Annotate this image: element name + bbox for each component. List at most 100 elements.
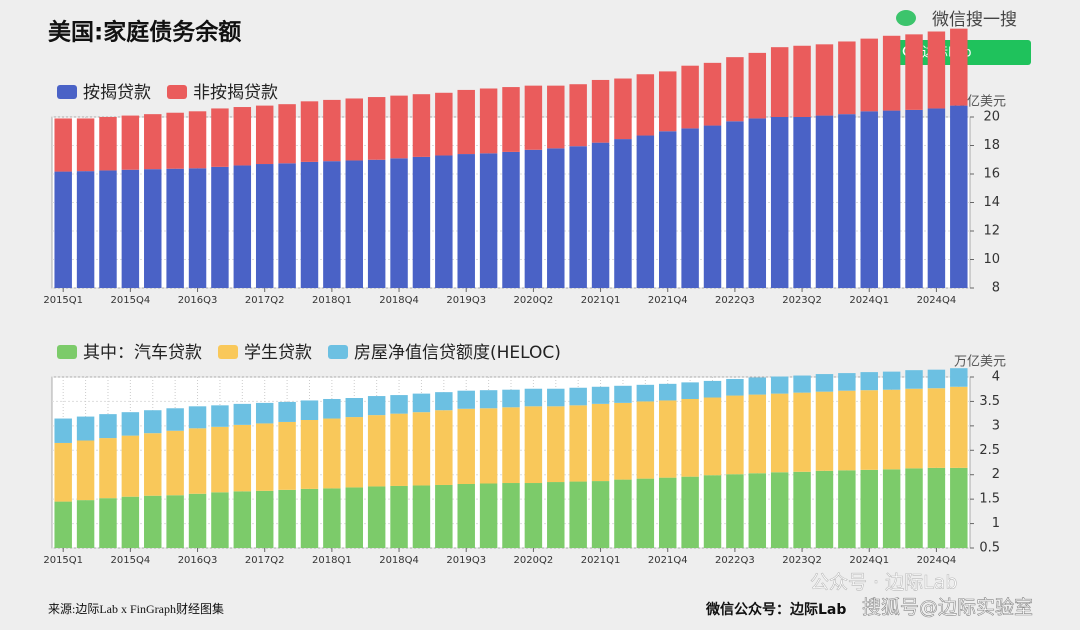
bar-segment xyxy=(658,400,677,478)
bar-segment xyxy=(457,89,475,155)
bar-segment xyxy=(838,470,856,548)
bar-segment xyxy=(726,474,744,548)
bar-segment xyxy=(367,486,386,548)
bar-segment xyxy=(323,418,341,489)
x-tick-label: 2015Q4 xyxy=(111,295,151,306)
bar-segment xyxy=(278,163,296,288)
bar-segment xyxy=(793,392,811,472)
bar-segment xyxy=(524,149,543,288)
bar-segment xyxy=(502,389,520,408)
bar-segment xyxy=(323,99,341,162)
bar-segment xyxy=(748,473,767,548)
source: 来源:边际Lab x FinGraph财经图集 xyxy=(48,601,224,616)
bar-segment xyxy=(502,483,520,548)
x-tick-label: 2023Q2 xyxy=(782,555,822,566)
bar-segment xyxy=(882,110,901,289)
title: 美国:家庭债务余额 xyxy=(48,19,241,46)
bar-segment xyxy=(524,483,543,548)
bar-segment xyxy=(300,400,319,420)
bar-segment xyxy=(950,105,968,288)
x-tick-label: 2016Q3 xyxy=(178,295,218,306)
y-tick-label: 0.5 xyxy=(979,541,1000,556)
bar-segment xyxy=(927,31,946,109)
x-tick-label: 2023Q2 xyxy=(782,295,822,306)
bar-segment xyxy=(255,164,274,288)
wechat-account: 微信公众号：边际Lab xyxy=(705,601,846,618)
bar-segment xyxy=(479,408,498,484)
bar-segment xyxy=(278,401,296,422)
bar-segment xyxy=(636,478,655,548)
bar-segment xyxy=(793,117,811,288)
bar-segment xyxy=(882,35,901,111)
bar-segment xyxy=(255,105,274,165)
bar-segment xyxy=(166,112,184,169)
bar-segment xyxy=(726,57,744,122)
x-tick-label: 2022Q3 xyxy=(715,295,755,306)
bar-segment xyxy=(614,385,632,403)
bar-segment xyxy=(76,118,95,172)
bar-segment xyxy=(838,114,856,289)
legend-swatch xyxy=(57,85,77,99)
bar-segment xyxy=(950,386,968,468)
bar-segment xyxy=(76,440,95,501)
bar-segment xyxy=(188,428,207,494)
y-tick-label: 3 xyxy=(992,418,1000,433)
y-tick-label: 20 xyxy=(983,110,1000,125)
bar-segment xyxy=(703,397,722,476)
bar-segment xyxy=(591,386,610,404)
bar-segment xyxy=(278,421,296,490)
bar-segment xyxy=(144,169,162,288)
bar-segment xyxy=(479,153,498,288)
bar-segment xyxy=(905,34,923,110)
bar-segment xyxy=(770,117,789,288)
x-tick-label: 2015Q1 xyxy=(43,555,83,566)
bar-segment xyxy=(658,71,677,132)
bar-segment xyxy=(255,490,274,548)
bar-segment xyxy=(188,168,207,288)
bar-segment xyxy=(479,88,498,154)
bar-segment xyxy=(860,111,878,288)
bar-segment xyxy=(435,410,453,485)
bar-segment xyxy=(815,374,834,392)
legend-label: 其中：汽车贷款 xyxy=(83,343,202,363)
y-tick-label: 12 xyxy=(983,224,1000,239)
x-tick-label: 2021Q4 xyxy=(648,295,688,306)
bar-segment xyxy=(166,495,184,548)
bar-segment xyxy=(793,471,811,548)
bar-segment xyxy=(345,487,364,548)
bar-segment xyxy=(255,423,274,491)
bar-segment xyxy=(860,390,878,470)
x-tick-label: 2022Q3 xyxy=(715,555,755,566)
bar-segment xyxy=(166,168,184,288)
bar-segment xyxy=(233,424,252,492)
bar-segment xyxy=(233,403,252,425)
bar-segment xyxy=(815,115,834,288)
bar-segment xyxy=(457,390,475,409)
bar-segment xyxy=(726,395,744,475)
bar-segment xyxy=(345,398,364,418)
x-tick-label: 2015Q1 xyxy=(43,295,83,306)
bar-segment xyxy=(54,442,72,502)
bar-segment xyxy=(547,85,565,149)
bar-segment xyxy=(233,491,252,548)
bar-segment xyxy=(681,398,699,477)
bar-segment xyxy=(569,146,587,288)
bar-segment xyxy=(211,108,229,167)
bar-segment xyxy=(390,95,408,159)
bar-segment xyxy=(748,394,767,474)
bar-segment xyxy=(860,469,878,548)
legend-label: 房屋净值信贷额度(HELOC) xyxy=(354,343,561,363)
bar-segment xyxy=(144,410,162,434)
bar-segment xyxy=(390,413,408,486)
bar-segment xyxy=(905,370,923,389)
bar-segment xyxy=(412,156,431,288)
y-tick-label: 1 xyxy=(992,516,1000,531)
x-tick-label: 2016Q3 xyxy=(178,555,218,566)
bar-segment xyxy=(927,467,946,548)
bar-segment xyxy=(121,435,140,497)
y-axis-label: 万亿美元 xyxy=(954,355,1006,370)
bar-segment xyxy=(54,118,72,172)
bar-segment xyxy=(636,401,655,479)
bar-segment xyxy=(927,388,946,468)
